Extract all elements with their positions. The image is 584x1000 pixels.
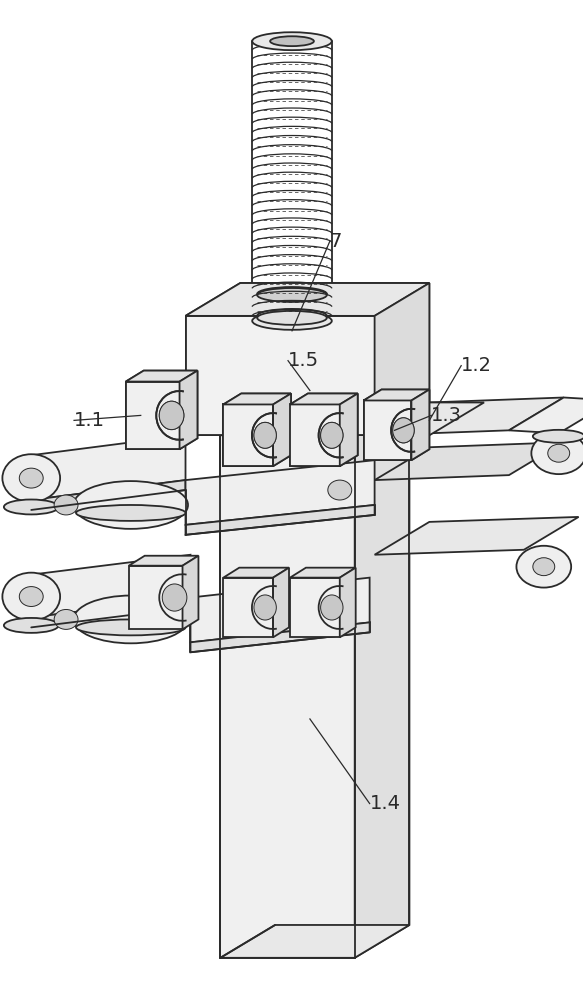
Ellipse shape xyxy=(257,309,327,323)
Polygon shape xyxy=(340,568,356,637)
Polygon shape xyxy=(374,517,579,555)
Polygon shape xyxy=(340,394,357,466)
Polygon shape xyxy=(126,371,197,382)
Polygon shape xyxy=(374,283,429,435)
Polygon shape xyxy=(290,578,340,637)
Ellipse shape xyxy=(548,444,569,462)
Ellipse shape xyxy=(159,401,184,430)
Polygon shape xyxy=(273,394,291,466)
Ellipse shape xyxy=(270,36,314,46)
Polygon shape xyxy=(186,505,374,535)
Ellipse shape xyxy=(321,422,343,448)
Text: 1.2: 1.2 xyxy=(461,356,492,375)
Text: 1.5: 1.5 xyxy=(288,351,319,370)
Ellipse shape xyxy=(257,311,327,325)
Polygon shape xyxy=(354,402,409,958)
Polygon shape xyxy=(223,394,291,404)
Polygon shape xyxy=(364,400,412,460)
Polygon shape xyxy=(129,556,199,566)
Polygon shape xyxy=(223,568,289,578)
Polygon shape xyxy=(374,442,564,480)
Polygon shape xyxy=(179,371,197,449)
Ellipse shape xyxy=(54,609,78,629)
Polygon shape xyxy=(126,382,179,449)
Polygon shape xyxy=(32,598,190,627)
Ellipse shape xyxy=(533,430,584,443)
Polygon shape xyxy=(179,371,197,449)
Polygon shape xyxy=(290,394,357,404)
Ellipse shape xyxy=(74,481,188,529)
Polygon shape xyxy=(340,394,357,466)
Polygon shape xyxy=(32,480,186,510)
Polygon shape xyxy=(290,404,340,466)
Polygon shape xyxy=(220,925,409,958)
Ellipse shape xyxy=(323,595,347,614)
Polygon shape xyxy=(290,404,340,466)
Polygon shape xyxy=(412,390,429,460)
Polygon shape xyxy=(32,435,186,500)
Ellipse shape xyxy=(257,287,327,301)
Polygon shape xyxy=(220,435,354,958)
Polygon shape xyxy=(190,578,370,642)
Ellipse shape xyxy=(4,618,58,633)
Polygon shape xyxy=(374,397,564,435)
Polygon shape xyxy=(186,283,429,316)
Polygon shape xyxy=(190,622,370,652)
Ellipse shape xyxy=(76,505,186,521)
Ellipse shape xyxy=(252,32,332,50)
Polygon shape xyxy=(364,390,429,400)
Ellipse shape xyxy=(252,312,332,330)
Polygon shape xyxy=(126,371,197,382)
Ellipse shape xyxy=(254,422,276,448)
Polygon shape xyxy=(509,397,584,433)
Polygon shape xyxy=(186,316,374,435)
Ellipse shape xyxy=(516,546,571,588)
Polygon shape xyxy=(374,283,429,435)
Ellipse shape xyxy=(392,418,414,443)
Text: 1.3: 1.3 xyxy=(432,406,463,425)
Ellipse shape xyxy=(321,595,343,620)
Ellipse shape xyxy=(2,573,60,620)
Polygon shape xyxy=(223,394,291,404)
Ellipse shape xyxy=(321,422,343,448)
Ellipse shape xyxy=(162,584,187,611)
Polygon shape xyxy=(223,404,273,466)
Ellipse shape xyxy=(254,595,276,620)
Polygon shape xyxy=(183,556,199,629)
Text: 1.4: 1.4 xyxy=(370,794,401,813)
Ellipse shape xyxy=(19,468,43,488)
Ellipse shape xyxy=(4,500,58,514)
Polygon shape xyxy=(126,382,179,449)
Ellipse shape xyxy=(54,495,78,515)
Polygon shape xyxy=(186,460,374,525)
Polygon shape xyxy=(220,402,409,435)
Polygon shape xyxy=(290,394,357,404)
Polygon shape xyxy=(290,568,356,578)
Text: 1.1: 1.1 xyxy=(74,411,105,430)
Ellipse shape xyxy=(159,401,184,430)
Ellipse shape xyxy=(254,422,276,448)
Ellipse shape xyxy=(392,418,414,443)
Polygon shape xyxy=(273,394,291,466)
Polygon shape xyxy=(273,568,289,637)
Ellipse shape xyxy=(19,587,43,606)
Polygon shape xyxy=(129,566,183,629)
Ellipse shape xyxy=(328,480,352,500)
Polygon shape xyxy=(412,390,429,460)
Polygon shape xyxy=(186,316,374,435)
Ellipse shape xyxy=(531,432,584,474)
Polygon shape xyxy=(223,578,273,637)
Ellipse shape xyxy=(533,558,555,576)
Ellipse shape xyxy=(76,619,186,635)
Ellipse shape xyxy=(2,454,60,502)
Polygon shape xyxy=(364,400,412,460)
Polygon shape xyxy=(364,390,429,400)
Polygon shape xyxy=(374,402,484,435)
Polygon shape xyxy=(223,404,273,466)
Text: 7: 7 xyxy=(330,232,342,251)
Polygon shape xyxy=(32,555,190,617)
Ellipse shape xyxy=(74,596,188,643)
Ellipse shape xyxy=(257,288,327,302)
Polygon shape xyxy=(186,283,429,316)
